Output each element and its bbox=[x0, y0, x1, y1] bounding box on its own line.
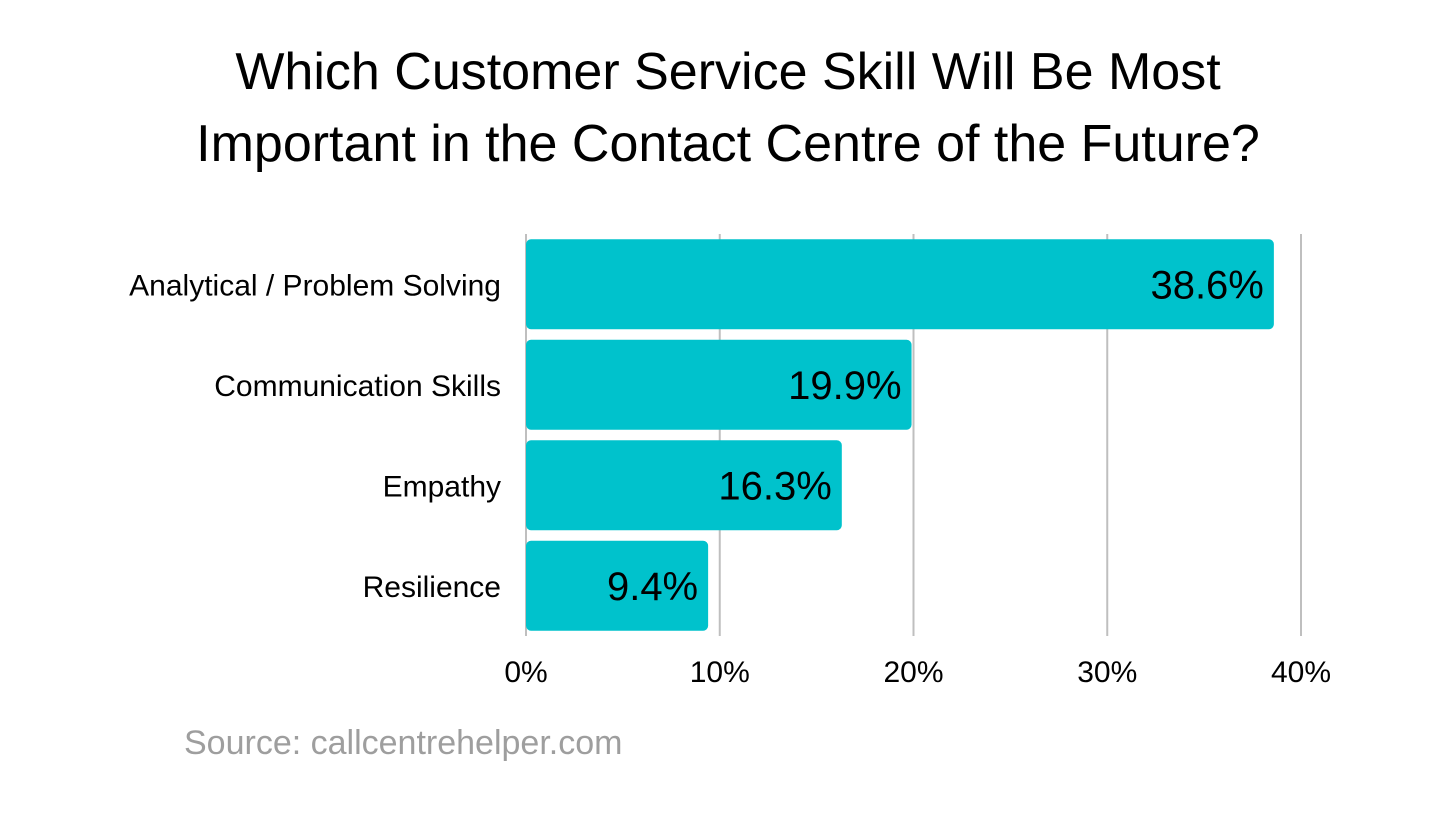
x-tick-label: 30% bbox=[1077, 656, 1137, 689]
category-label: Resilience bbox=[363, 571, 501, 604]
bar bbox=[526, 440, 842, 531]
category-labels: Analytical / Problem Solving Communicatio… bbox=[129, 269, 501, 604]
bar bbox=[526, 239, 1274, 330]
value-labels: 38.6% 19.9% 16.3% 9.4% bbox=[607, 263, 1264, 609]
bars bbox=[526, 239, 1274, 631]
x-axis-ticks: 0% 10% 20% 30% 40% bbox=[504, 656, 1331, 689]
source-note: Source: callcentrehelper.com bbox=[184, 724, 623, 762]
x-tick-label: 40% bbox=[1271, 656, 1331, 689]
bar bbox=[526, 339, 912, 430]
value-label: 38.6% bbox=[1150, 263, 1263, 307]
category-label: Empathy bbox=[383, 470, 501, 503]
value-label: 16.3% bbox=[718, 464, 831, 508]
chart-title-line-2: Important in the Contact Centre of the F… bbox=[196, 115, 1260, 173]
x-tick-label: 20% bbox=[883, 656, 943, 689]
value-label: 19.9% bbox=[788, 364, 901, 408]
value-label: 9.4% bbox=[607, 565, 698, 609]
bar bbox=[526, 540, 709, 631]
category-label: Analytical / Problem Solving bbox=[129, 269, 501, 302]
chart-title: Which Customer Service Skill Will Be Mos… bbox=[0, 36, 1456, 180]
x-tick-label: 0% bbox=[504, 656, 547, 689]
chart-title-line-1: Which Customer Service Skill Will Be Mos… bbox=[235, 43, 1221, 101]
category-label: Communication Skills bbox=[214, 370, 501, 403]
x-tick-label: 10% bbox=[690, 656, 750, 689]
